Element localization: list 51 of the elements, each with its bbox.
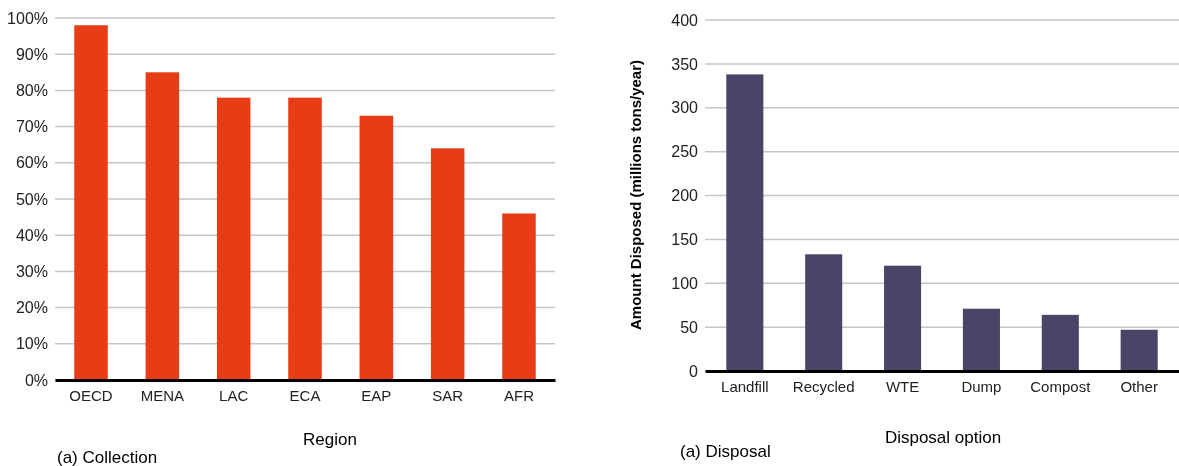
bar	[1120, 329, 1158, 371]
bar	[359, 115, 394, 380]
y-tick-label: 150	[671, 230, 699, 248]
y-tick-label: 100%	[7, 9, 48, 27]
x-tick-label: AFR	[503, 386, 535, 404]
bar	[288, 97, 322, 380]
y-tick-label: 50	[680, 318, 699, 336]
y-tick-label: 80%	[15, 82, 48, 100]
bar	[1041, 314, 1079, 371]
x-tick-label: LAC	[219, 386, 249, 404]
y-tick-label: 40%	[15, 226, 48, 244]
bar	[805, 254, 843, 371]
x-tick-label: Landfill	[721, 377, 769, 395]
y-tick-label: 70%	[15, 118, 48, 136]
x-tick-label: OECD	[69, 386, 113, 404]
y-tick-label: 400	[671, 11, 699, 29]
x-tick-label: Dump	[961, 377, 1002, 395]
bar	[216, 97, 251, 380]
x-tick-label: WTE	[885, 377, 920, 395]
text: (a) Collection	[57, 448, 158, 466]
bar	[962, 308, 1000, 371]
y-tick-label: 0%	[24, 371, 48, 389]
bar	[430, 148, 465, 380]
y-tick-label: 200	[671, 187, 699, 205]
x-tick-label: Recycled	[792, 377, 855, 395]
x-tick-label: ECA	[289, 386, 321, 404]
y-tick-label: 20%	[15, 299, 48, 317]
x-tick-label: Compost	[1030, 377, 1092, 395]
y-tick-label: 10%	[15, 335, 48, 353]
bar	[726, 74, 764, 371]
y-tick-label: 0	[689, 362, 699, 380]
x-axis-title: Disposal option	[884, 428, 1002, 447]
y-tick-label: 50%	[15, 190, 48, 208]
y-tick-label: 60%	[15, 154, 48, 172]
bar	[145, 72, 180, 380]
bar	[502, 213, 536, 380]
bar	[74, 25, 108, 380]
x-tick-label: MENA	[140, 386, 185, 404]
bar	[884, 265, 922, 371]
text: (a) Disposal	[680, 442, 771, 461]
y-tick-label: 100	[671, 274, 699, 292]
y-tick-label: 250	[671, 143, 699, 161]
y-tick-label: 30%	[15, 263, 48, 281]
x-axis-title: Region	[303, 430, 357, 449]
y-axis-title: Amount Disposed (millions tons/year)	[627, 59, 644, 331]
y-tick-label: 90%	[15, 45, 48, 63]
y-tick-label: 350	[671, 55, 699, 73]
x-tick-label: EAP	[361, 386, 392, 404]
y-tick-label: 300	[671, 99, 699, 117]
x-tick-label: Other	[1120, 377, 1158, 395]
x-tick-label: SAR	[432, 386, 464, 404]
